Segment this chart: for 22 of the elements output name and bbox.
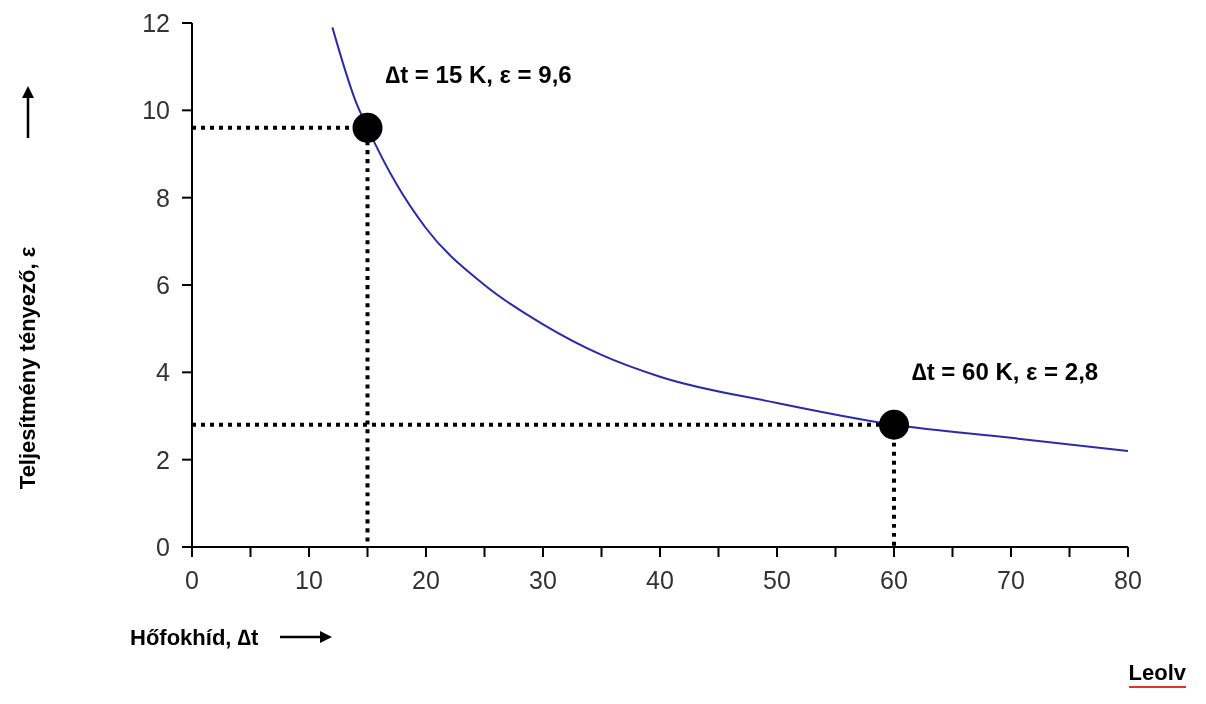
x-tick-label: 0 — [185, 565, 199, 594]
annotation: ∆t = 60 K, ε = 2,8 — [912, 357, 1099, 385]
line-series — [331, 26, 1128, 452]
y-axis-title: Teljesítmény tényező, ε — [15, 246, 41, 490]
x-tick-label: 50 — [763, 565, 791, 594]
x-tick-label: 10 — [295, 565, 323, 594]
annotation: ∆t = 15 K, ε = 9,6 — [385, 60, 572, 88]
y-tick-label: 12 — [142, 8, 170, 37]
x-tick-label: 60 — [880, 565, 908, 594]
y-tick-label: 6 — [156, 270, 170, 299]
x-tick-label: 70 — [997, 565, 1025, 594]
x-tick-label: 30 — [529, 565, 557, 594]
y-tick-label: 8 — [156, 183, 170, 212]
x-tick-label: 80 — [1114, 565, 1142, 594]
y-tick-label: 2 — [156, 445, 170, 474]
x-tick-label: 20 — [412, 565, 440, 594]
text: Leolv — [1128, 660, 1186, 688]
y-tick-label: 0 — [156, 532, 170, 561]
x-tick-label: 40 — [646, 565, 674, 594]
y-tick-label: 4 — [156, 358, 171, 387]
x-axis-title: Hőfokhíd, ∆t — [130, 625, 259, 651]
y-tick-label: 10 — [142, 96, 170, 125]
